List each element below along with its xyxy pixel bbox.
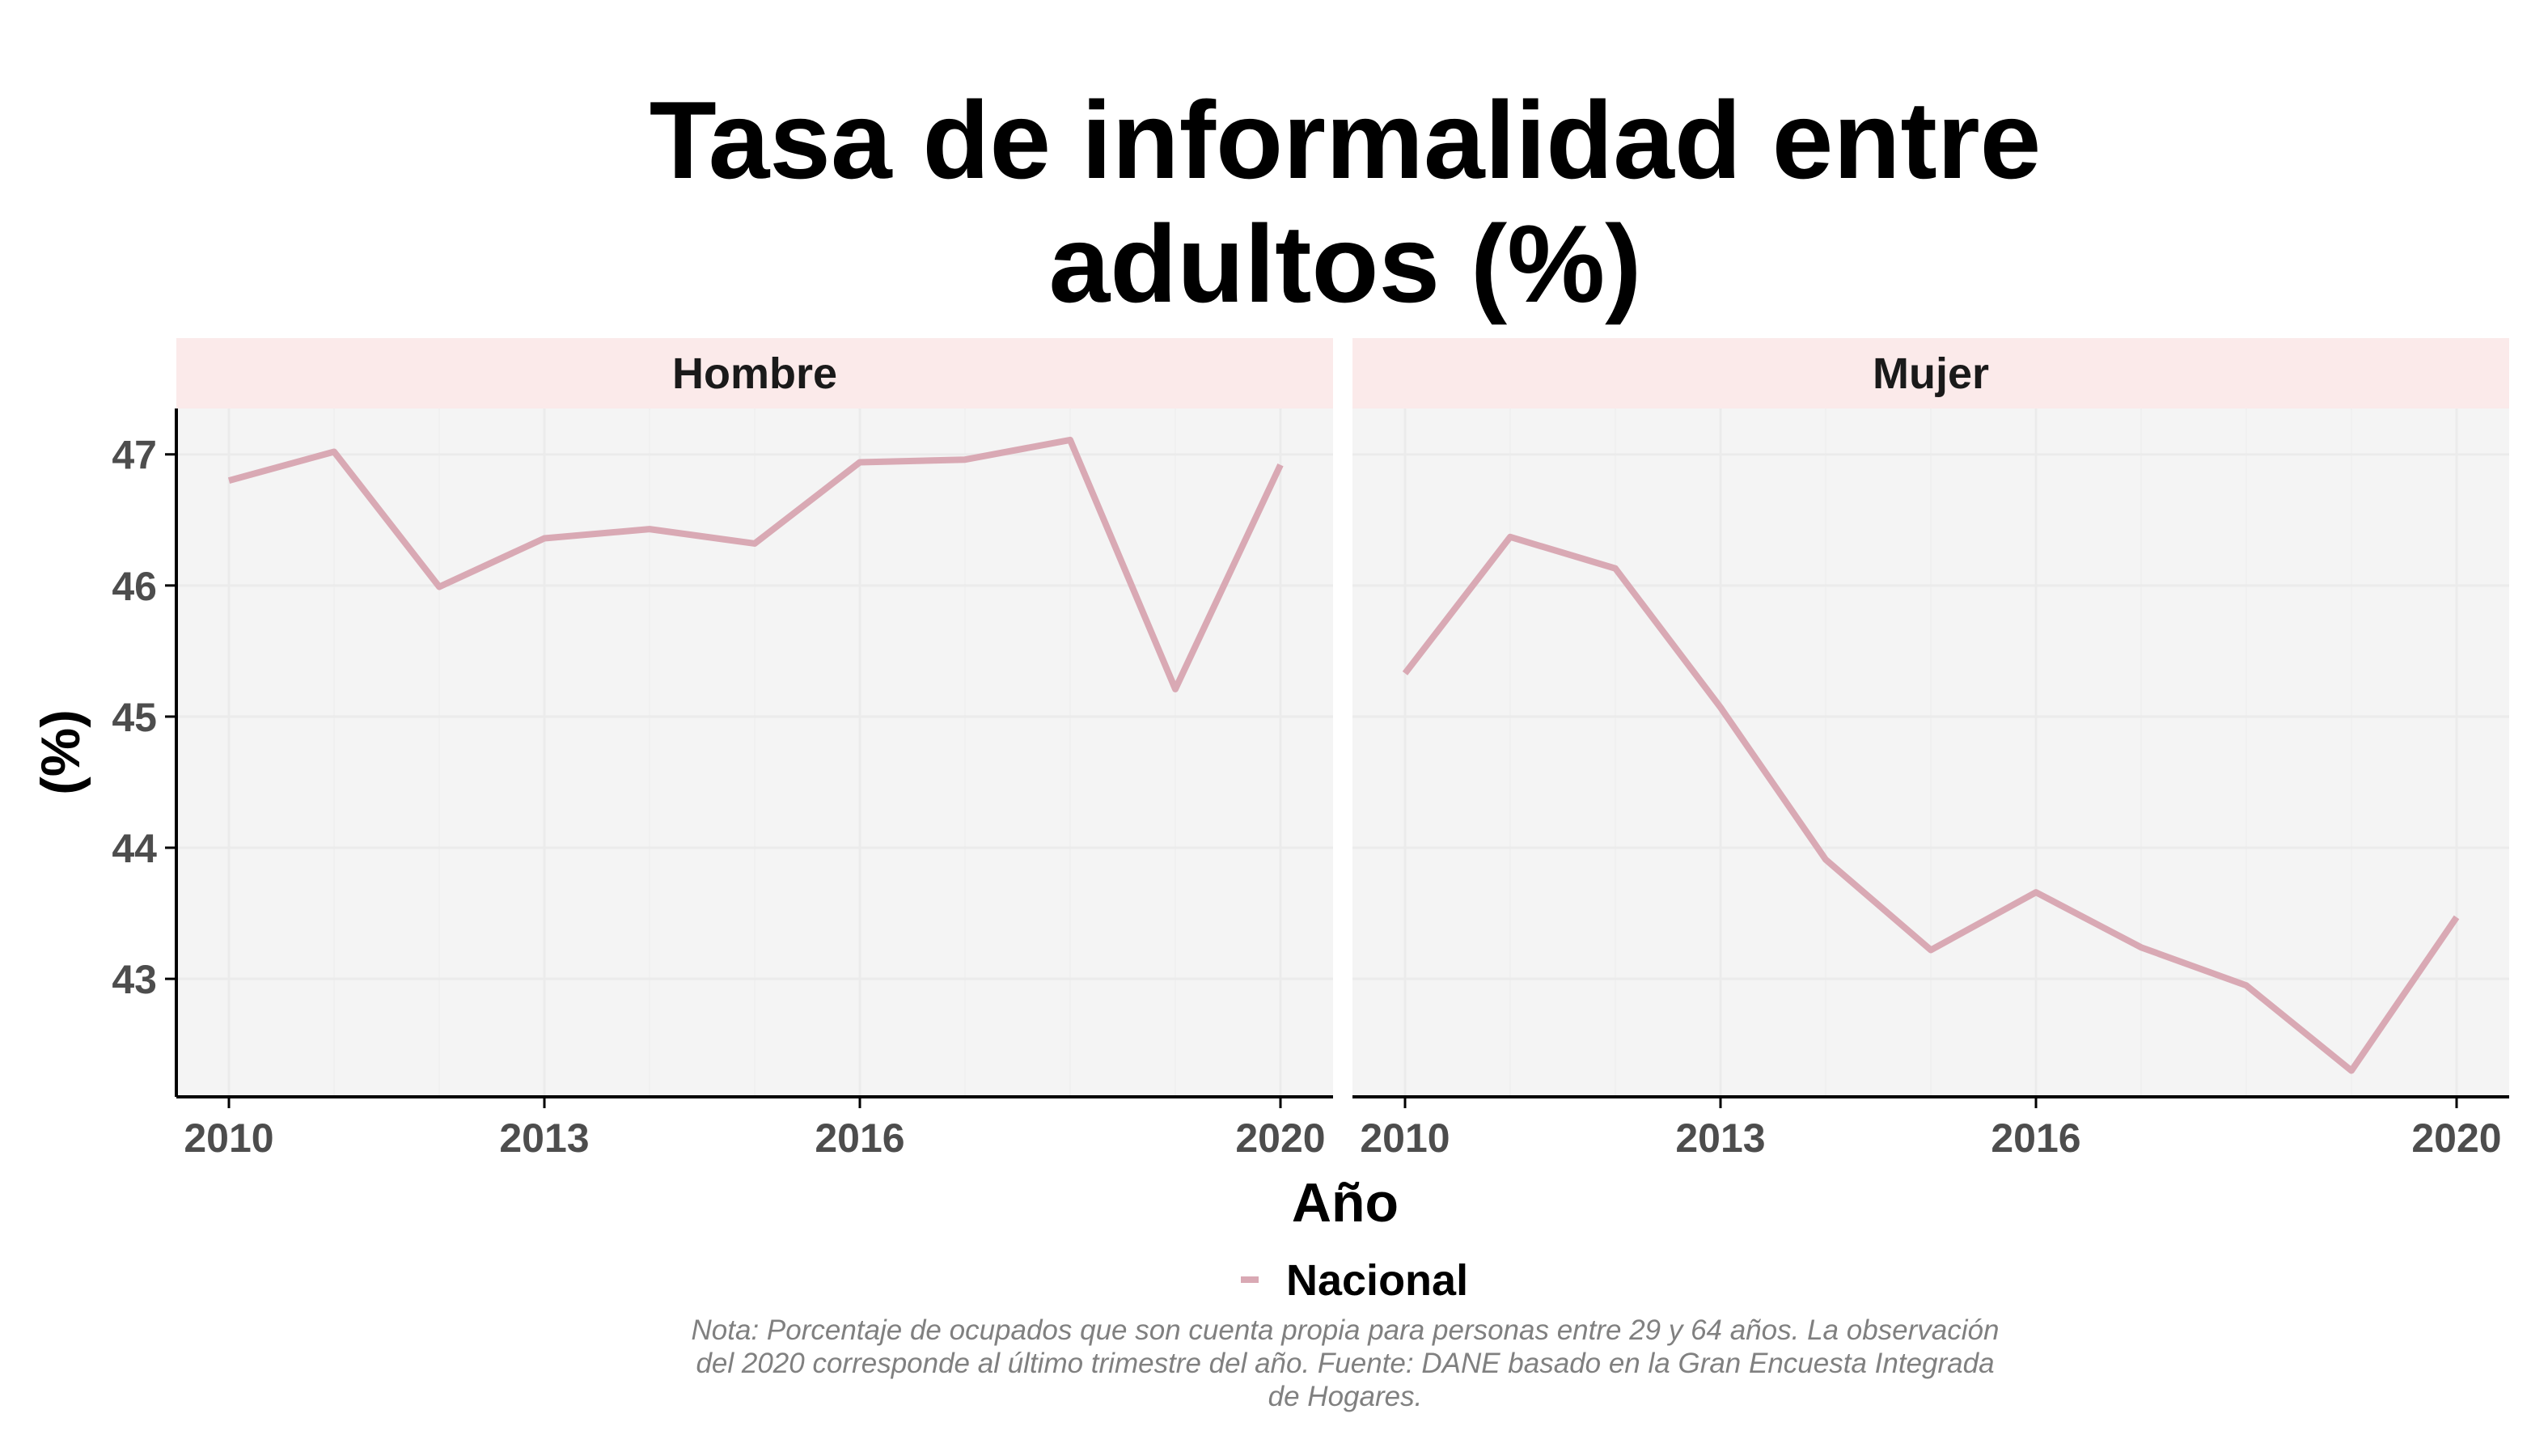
legend-label-nacional: Nacional xyxy=(1286,1256,1468,1305)
legend: Nacional xyxy=(1241,1256,1468,1305)
caption-line-3: de Hogares. xyxy=(1268,1381,1423,1412)
x-tick-label: 2016 xyxy=(1991,1115,2080,1161)
caption-line-1: Nota: Porcentaje de ocupados que son cue… xyxy=(692,1314,2000,1346)
facet-strip-mujer xyxy=(1352,338,2509,408)
chart-title-line-2: adultos (%) xyxy=(1049,202,1642,325)
facet-label-hombre: Hombre xyxy=(672,349,837,398)
x-tick-label: 2010 xyxy=(1360,1115,1450,1161)
x-tick-label: 2010 xyxy=(184,1115,273,1161)
y-axis-title: (%) xyxy=(30,709,91,795)
series-line-mujer-nacional xyxy=(1402,533,2460,1074)
y-tick-label: 43 xyxy=(112,957,157,1002)
facet-label-mujer: Mujer xyxy=(1873,349,1989,398)
y-tick-label: 45 xyxy=(112,695,157,740)
y-tick-label: 44 xyxy=(112,826,157,871)
x-tick-label: 2016 xyxy=(815,1115,904,1161)
caption-line-2: del 2020 corresponde al último trimestre… xyxy=(696,1348,1994,1379)
x-tick-label: 2013 xyxy=(499,1115,589,1161)
x-tick-label: 2013 xyxy=(1675,1115,1765,1161)
chart-title-line-1: Tasa de informalidad entre xyxy=(650,78,2042,201)
x-axis-title: Año xyxy=(1292,1172,1399,1234)
facet-strip-hombre xyxy=(176,338,1333,408)
x-tick-label: 2020 xyxy=(1235,1115,1325,1161)
facet-panels: Hombre 43 44 45 46 47 2010 2013 2016 2020 Mujer 201… xyxy=(112,338,2509,1161)
y-tick-label: 46 xyxy=(112,564,157,609)
y-tick-label: 47 xyxy=(112,433,157,478)
x-tick-label: 2020 xyxy=(2411,1115,2501,1161)
series-line-hombre-nacional xyxy=(227,436,1284,692)
